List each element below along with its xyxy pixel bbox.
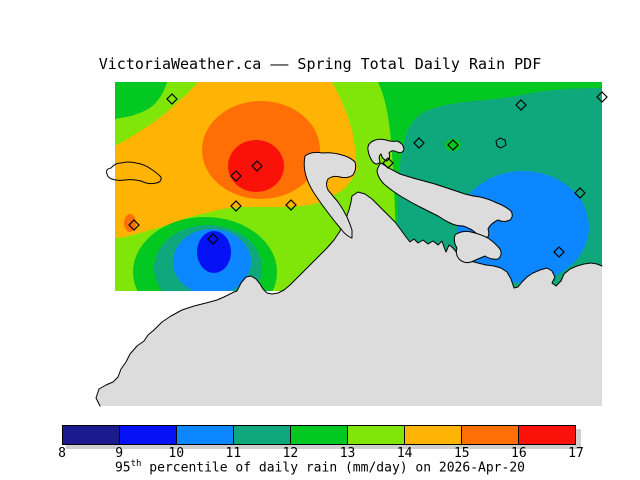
spit-and-east-mass bbox=[376, 162, 513, 239]
station-marker-9 bbox=[413, 137, 425, 149]
victoria-headland bbox=[367, 138, 405, 165]
station-marker-14 bbox=[553, 246, 565, 258]
colorbar-tick-8: 8 bbox=[58, 446, 66, 461]
tiny-islet-outline bbox=[495, 137, 507, 149]
station-marker-4 bbox=[230, 200, 242, 212]
station-marker-10 bbox=[447, 139, 459, 151]
colorbar-tick-9: 9 bbox=[115, 446, 124, 461]
colorbar-segment-6 bbox=[348, 426, 405, 444]
colorbar-tick-13: 13 bbox=[339, 446, 356, 461]
colorbar-segment-2 bbox=[120, 426, 177, 444]
station-marker-2 bbox=[251, 160, 263, 172]
station-markers bbox=[128, 91, 608, 258]
olympic-peninsula bbox=[96, 192, 602, 406]
colorbar-tick-labels: 8 9 10 11 12 13 14 15 16 17 bbox=[58, 446, 584, 461]
colorbar-segments bbox=[62, 425, 576, 445]
station-marker-7 bbox=[207, 233, 219, 245]
boot-peninsula bbox=[303, 151, 357, 239]
page-title: VictoriaWeather.ca —— Spring Total Daily… bbox=[98, 55, 542, 73]
station-marker-5 bbox=[285, 199, 297, 211]
station-marker-1 bbox=[166, 93, 178, 105]
colorbar-tick-15: 15 bbox=[453, 446, 470, 461]
colorbar-segment-4 bbox=[234, 426, 291, 444]
station-marker-6 bbox=[128, 219, 140, 231]
red-maximum-core bbox=[228, 140, 284, 192]
olympic-coastline bbox=[95, 191, 603, 407]
colorbar-tick-16: 16 bbox=[511, 446, 527, 461]
colorbar-tick-10: 10 bbox=[168, 446, 185, 461]
minimum-core-blue bbox=[197, 231, 231, 273]
small-orange-spot bbox=[124, 214, 136, 232]
caption-text: percentile of daily rain (mm/day) on 202… bbox=[141, 460, 525, 476]
colorbar-tick-11: 11 bbox=[225, 446, 242, 461]
colorbar-tick-12: 12 bbox=[282, 446, 299, 461]
caption-value: 95 bbox=[114, 460, 131, 476]
colorbar-segment-1 bbox=[63, 426, 120, 444]
land-masses bbox=[95, 137, 603, 407]
colorbar-caption: 95th percentile of daily rain (mm/day) o… bbox=[0, 459, 640, 475]
station-marker-3 bbox=[230, 170, 242, 182]
colorbar-segment-5 bbox=[291, 426, 348, 444]
colorbar-segment-9 bbox=[519, 426, 575, 444]
station-marker-11 bbox=[515, 99, 527, 111]
west-lake-outline bbox=[106, 161, 162, 185]
colorbar-tick-17: 17 bbox=[568, 446, 584, 461]
nw-green-spot bbox=[115, 82, 167, 119]
colorbar bbox=[62, 425, 576, 445]
caption-superscript: th bbox=[130, 459, 142, 469]
station-marker-12 bbox=[596, 91, 608, 103]
station-marker-8 bbox=[382, 157, 394, 169]
colorbar-tick-14: 14 bbox=[396, 446, 413, 461]
colorbar-segment-8 bbox=[462, 426, 519, 444]
east-green-spot bbox=[445, 139, 461, 151]
colorbar-segment-3 bbox=[177, 426, 234, 444]
island-cluster bbox=[453, 230, 502, 264]
colorbar-segment-7 bbox=[405, 426, 462, 444]
station-marker-13 bbox=[574, 187, 586, 199]
